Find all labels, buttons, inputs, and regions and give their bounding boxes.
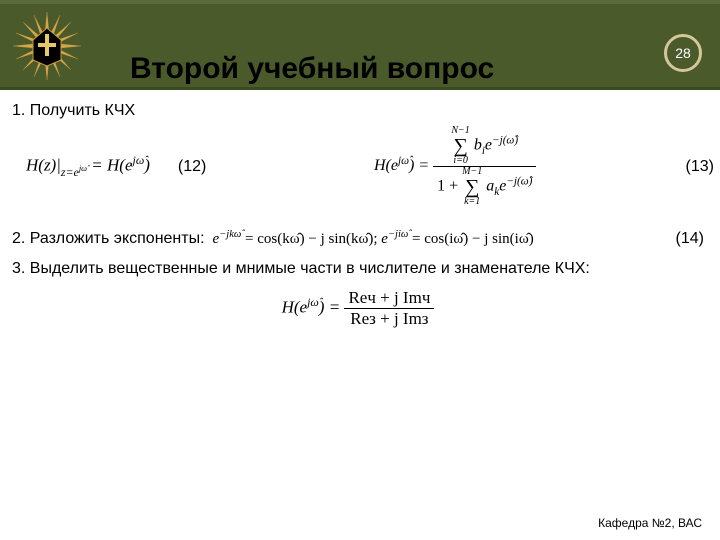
item-2-row: 2. Разложить экспоненты: e−jkω̂ = cos(kω… xyxy=(12,229,704,248)
equation-number-12: (12) xyxy=(178,158,206,176)
slide-footer: Кафедра №2, ВАС xyxy=(598,516,702,530)
equation-15-wrap: H(ejω̂) = Reч + j Imч Reз + j Imз xyxy=(12,288,704,329)
slide-title: Второй учебный вопрос xyxy=(130,52,494,86)
equation-12: H(z)|z=ejω̂ = H(ejω̂) xyxy=(26,153,150,179)
equation-15: H(ejω̂) = Reч + j Imч Reз + j Imз xyxy=(282,288,435,329)
equation-13-wrap: H(ejω̂) = N−1∑i=0 bie−j(ω̂) 1 + M−1∑k=1 … xyxy=(206,126,704,207)
equation-13: H(ejω̂) = N−1∑i=0 bie−j(ω̂) 1 + M−1∑k=1 … xyxy=(374,126,536,207)
equation-14: e−jkω̂ = cos(kω̂) − j sin(kω̂); e−jiω̂ =… xyxy=(213,229,664,248)
slide-number-badge: 28 xyxy=(664,34,702,72)
equation-number-13: (13) xyxy=(686,158,714,176)
military-emblem xyxy=(12,11,82,81)
slide-content: 1. Получить КЧХ H(z)|z=ejω̂ = H(ejω̂) (1… xyxy=(0,90,720,329)
item-1-label: 1. Получить КЧХ xyxy=(12,102,704,120)
emblem-svg xyxy=(12,11,82,81)
equation-number-14: (14) xyxy=(676,230,704,248)
equation-row-12-13: H(z)|z=ejω̂ = H(ejω̂) (12) H(ejω̂) = N−1… xyxy=(12,126,704,207)
slide-header: Второй учебный вопрос 28 xyxy=(0,0,720,90)
item-3-label: 3. Выделить вещественные и мнимые части … xyxy=(12,258,704,280)
item-2-label: 2. Разложить экспоненты: xyxy=(12,230,205,248)
